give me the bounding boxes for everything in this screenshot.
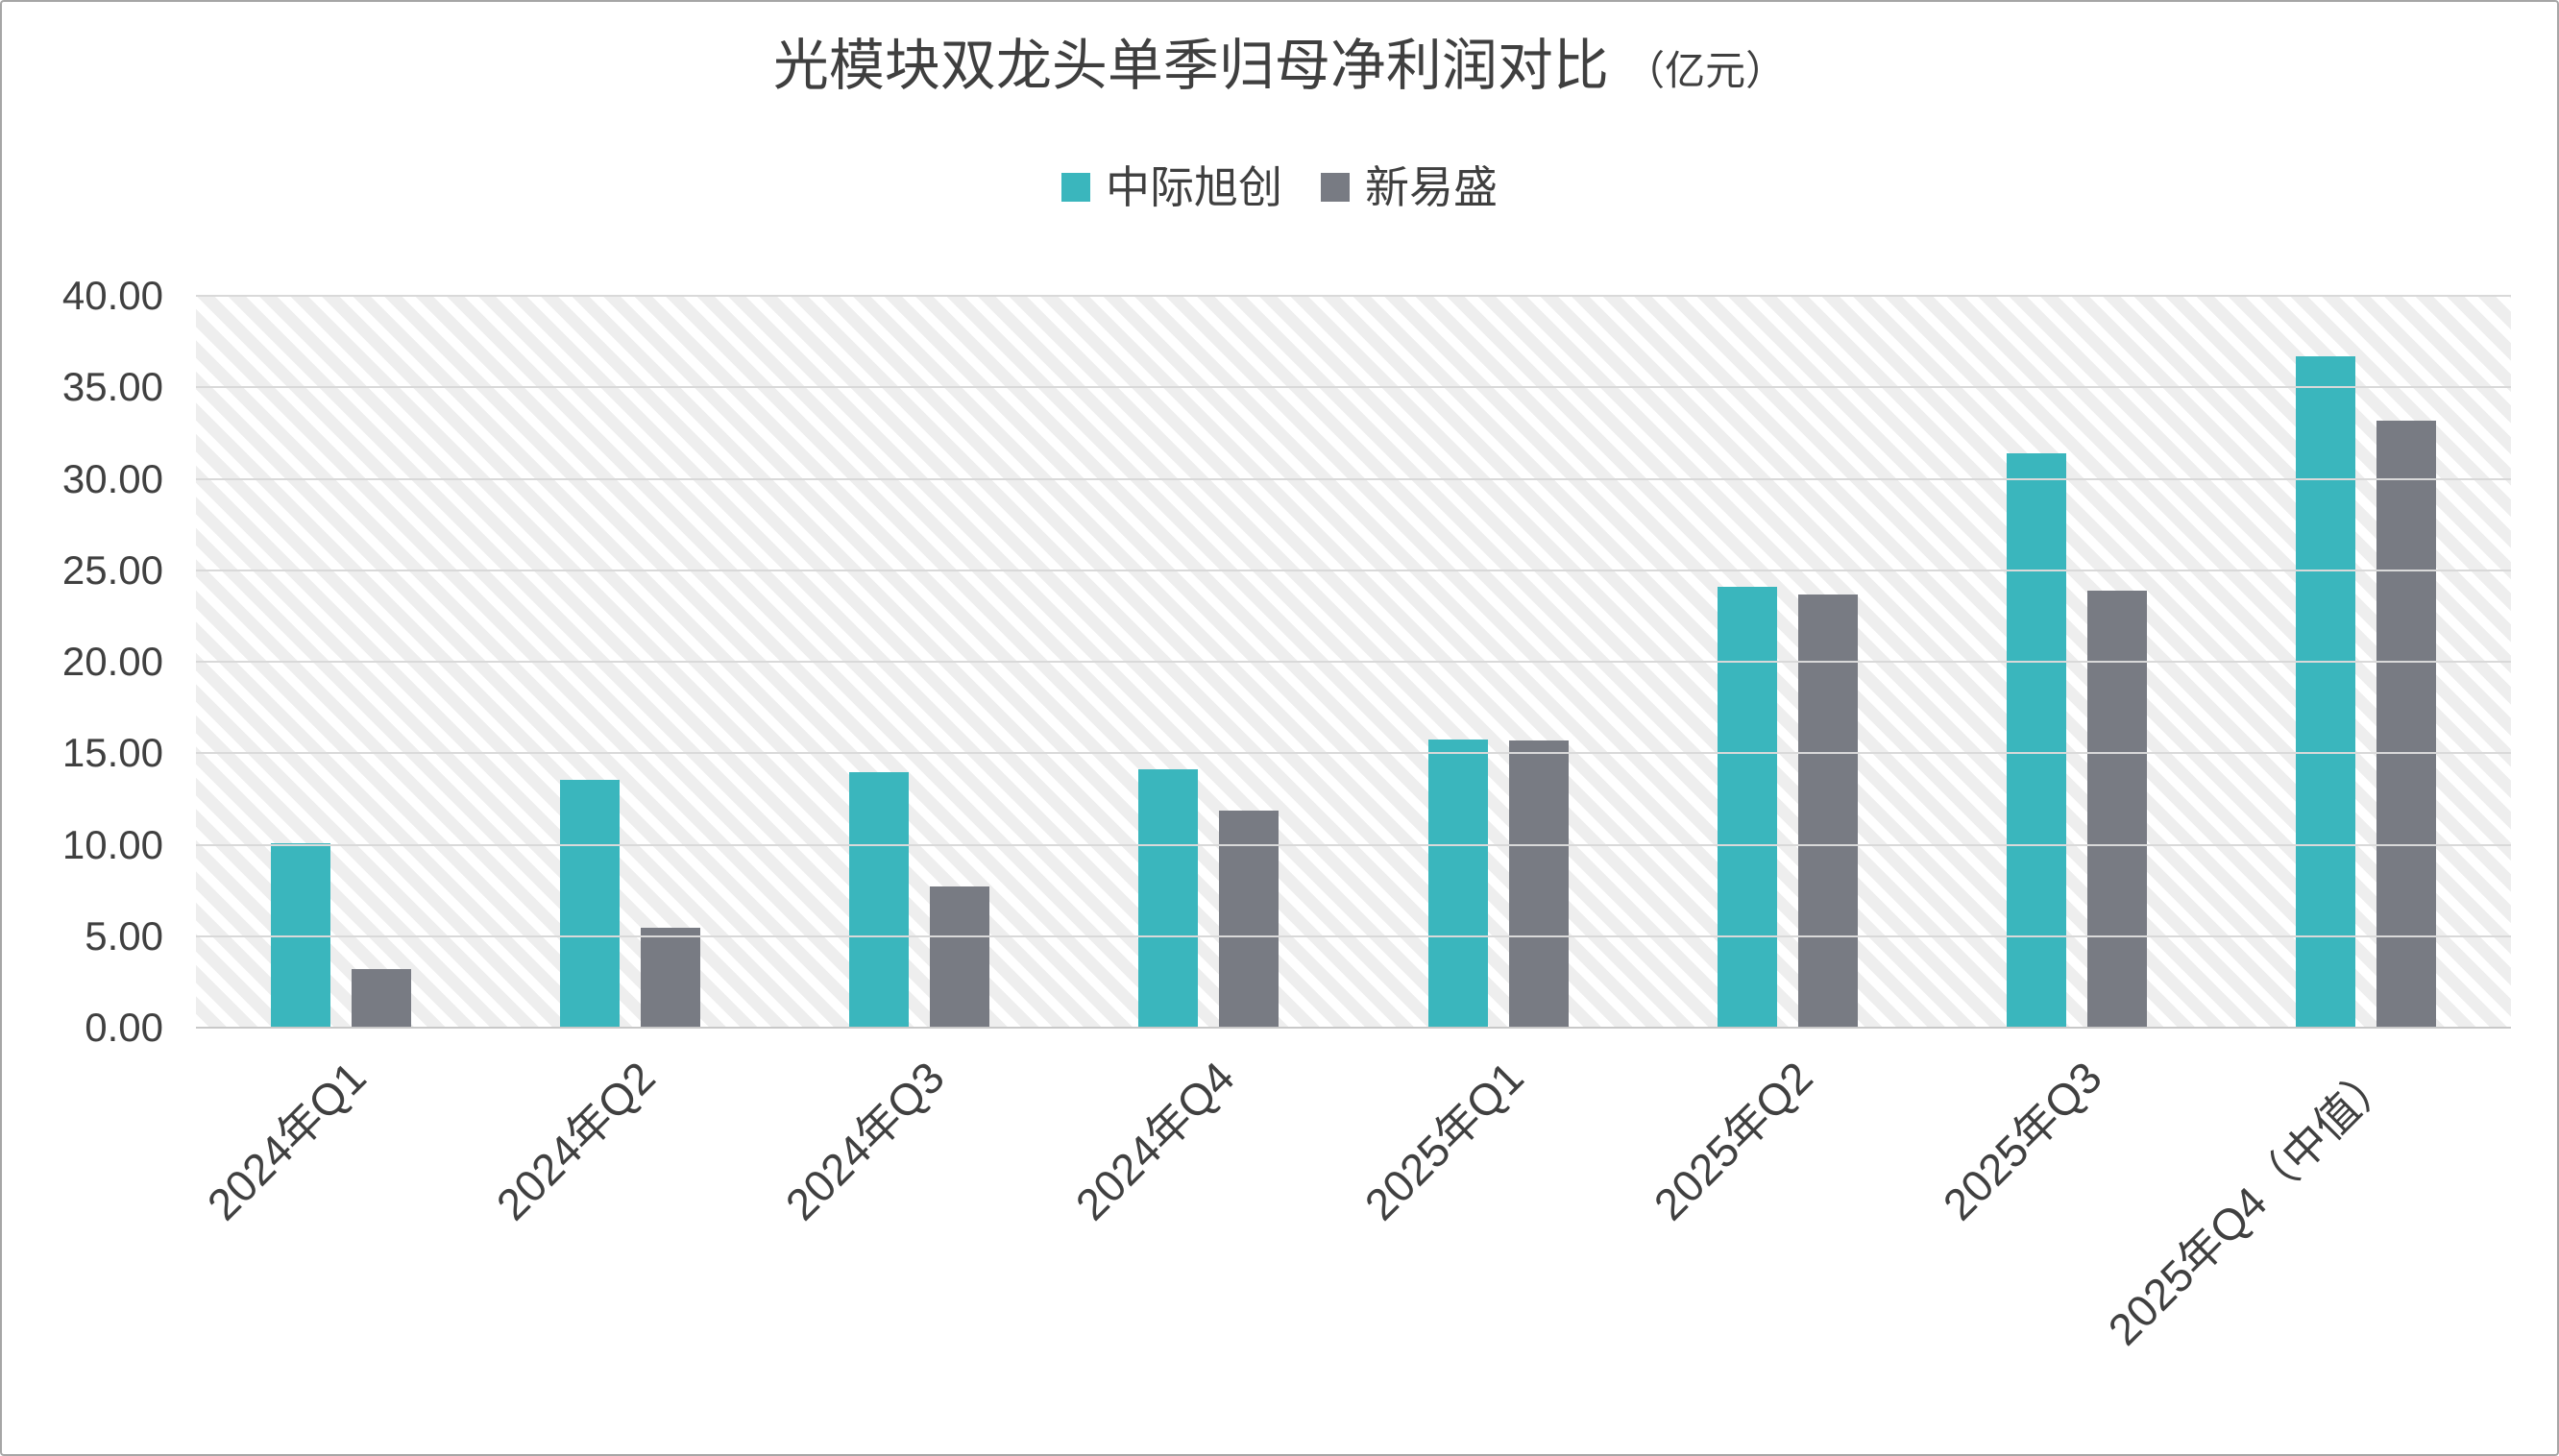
bar-新易盛 [1797, 595, 1858, 1028]
legend-swatch-xinyisheng [1321, 173, 1350, 202]
gridline [196, 477, 2511, 480]
gridline [196, 752, 2511, 755]
bar-group: 2025年Q2 [1643, 296, 1932, 1229]
bar-中际旭创 [1717, 586, 1777, 1028]
bar-group: 2024年Q3 [775, 296, 1064, 1229]
x-axis-tick-label: 2024年Q2 [486, 1052, 665, 1230]
chart-title-text: 光模块双龙头单季归母净利润对比 [772, 35, 1609, 97]
chart-title: 光模块双龙头单季归母净利润对比 （亿元） [2, 33, 2557, 100]
x-axis-tick-label: 2025年Q2 [1644, 1052, 1822, 1230]
gridline [196, 295, 2511, 297]
y-axis-tick-label: 40.00 [61, 273, 163, 318]
bar-group: 2025年Q4（中值） [2098, 296, 2511, 1354]
x-axis-line [196, 1027, 2511, 1029]
bar-中际旭创 [849, 772, 910, 1028]
bar-groups: 2024年Q1 2024年Q2 2024年Q3 2024年Q4 2025年Q1 2025年… [196, 296, 2511, 1354]
y-axis-tick-label: 15.00 [61, 730, 163, 776]
bar-新易盛 [930, 886, 990, 1028]
bar-新易盛 [351, 969, 411, 1028]
bar-group: 2025年Q1 [1353, 296, 1643, 1229]
y-axis-tick-label: 30.00 [61, 455, 163, 501]
legend: 中际旭创 新易盛 [2, 165, 2557, 209]
y-axis-tick-label: 0.00 [85, 1005, 163, 1050]
y-axis-tick-label: 20.00 [61, 639, 163, 684]
bar-新易盛 [1508, 740, 1569, 1028]
x-axis-tick-label: 2024年Q4 [1065, 1052, 1244, 1230]
legend-item-xinyisheng: 新易盛 [1321, 165, 1498, 209]
bar-group: 2024年Q4 [1064, 296, 1353, 1229]
x-axis-tick-label: 2025年Q4（中值） [2098, 1052, 2401, 1355]
bar-中际旭创 [2296, 355, 2356, 1028]
y-axis-tick-label: 35.00 [61, 364, 163, 410]
bar-中际旭创 [559, 779, 620, 1028]
gridline [196, 386, 2511, 389]
y-axis-tick-label: 10.00 [61, 821, 163, 867]
bar-中际旭创 [2007, 453, 2067, 1028]
gridline [196, 661, 2511, 663]
bar-新易盛 [2376, 420, 2437, 1028]
chart-title-unit: （亿元） [1624, 48, 1787, 93]
y-axis-tick-labels: 40.00 35.00 30.00 25.00 20.00 15.00 10.00 5.00 0… [2, 276, 163, 1048]
bar-新易盛 [2087, 591, 2148, 1028]
gridline [196, 569, 2511, 571]
legend-label-zhongjixuchuang: 中际旭创 [1106, 162, 1282, 212]
legend-swatch-zhongjixuchuang [1061, 173, 1090, 202]
bar-新易盛 [640, 928, 700, 1028]
bar-group: 2025年Q3 [1933, 296, 2222, 1229]
bar-group: 2024年Q2 [485, 296, 774, 1229]
plot-area: 2024年Q1 2024年Q2 2024年Q3 2024年Q4 2025年Q1 2025年… [196, 295, 2511, 1354]
bar-中际旭创 [1427, 740, 1488, 1028]
x-axis-tick-label: 2025年Q1 [1354, 1052, 1533, 1230]
x-axis-tick-label: 2024年Q3 [776, 1052, 955, 1230]
y-axis-tick-label: 5.00 [85, 912, 163, 959]
legend-item-zhongjixuchuang: 中际旭创 [1061, 165, 1282, 209]
bar-中际旭创 [1138, 768, 1199, 1028]
bar-新易盛 [1219, 811, 1280, 1028]
gridline [196, 843, 2511, 846]
legend-label-xinyisheng: 新易盛 [1365, 162, 1498, 212]
gridline [196, 934, 2511, 937]
y-axis-tick-label: 25.00 [61, 546, 163, 593]
x-axis-tick-label: 2025年Q3 [1934, 1052, 2112, 1230]
x-axis-tick-label: 2024年Q1 [197, 1052, 376, 1230]
